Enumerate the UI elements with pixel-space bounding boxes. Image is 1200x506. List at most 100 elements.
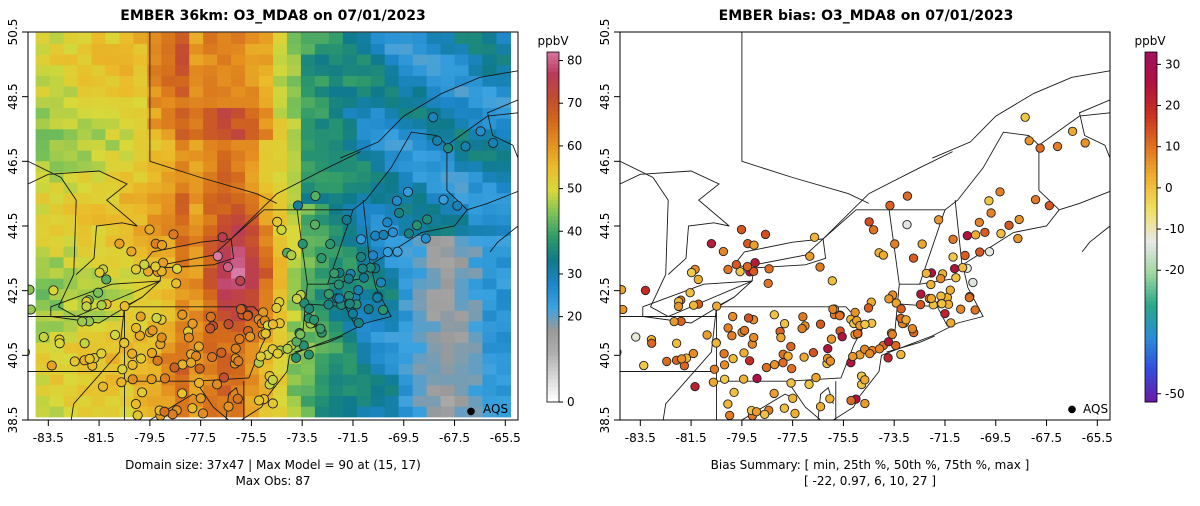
grid-cell — [496, 288, 511, 300]
grid-cell — [398, 235, 414, 247]
colorbar-segment — [1145, 297, 1157, 302]
bias-point — [811, 372, 821, 383]
grid-cell — [161, 363, 176, 375]
grid-cell — [328, 214, 344, 226]
colorbar-segment — [1145, 219, 1157, 224]
grid-cell — [231, 214, 246, 226]
colorbar-segment — [547, 118, 559, 123]
bias-point — [902, 191, 913, 201]
bias-point — [673, 301, 684, 312]
observation-point — [217, 232, 228, 243]
grid-cell — [286, 128, 302, 140]
colorbar-segment — [1145, 133, 1157, 139]
observation-point — [171, 278, 182, 289]
colorbar-segment — [1145, 359, 1157, 364]
grid-cell — [77, 182, 93, 194]
grid-cell — [133, 32, 148, 44]
bias-point — [907, 324, 918, 334]
bias-point — [934, 215, 944, 225]
grid-cell — [77, 406, 93, 418]
bias-point — [685, 288, 695, 298]
grid-cell — [384, 214, 400, 226]
grid-cell — [286, 192, 302, 204]
grid-cell — [342, 246, 358, 258]
grid-cell — [412, 214, 428, 226]
grid-cell — [314, 107, 330, 119]
grid-cell — [161, 32, 176, 44]
bias-point — [749, 332, 759, 343]
grid-cell — [203, 182, 218, 194]
observation-point — [316, 253, 327, 264]
grid-cell — [217, 267, 232, 279]
aqs-legend-label: AQS — [1083, 402, 1108, 416]
grid-cell — [259, 384, 274, 397]
bias-point — [743, 313, 754, 323]
grid-cell — [217, 406, 232, 418]
grid-cell — [454, 224, 470, 236]
grid-cell — [300, 374, 316, 386]
grid-cell — [133, 278, 148, 290]
grid-cell — [454, 118, 470, 130]
grid-cell — [300, 384, 316, 397]
bias-point — [727, 331, 737, 341]
grid-cell — [231, 96, 246, 108]
observation-point — [372, 292, 383, 303]
observation-point — [130, 264, 142, 275]
grid-cell — [384, 43, 400, 55]
aqs-legend-marker: ● — [1068, 404, 1077, 415]
grid-cell — [468, 128, 484, 140]
colorbar-segment — [547, 133, 559, 139]
observation-point — [212, 251, 223, 262]
grid-cell — [259, 118, 274, 130]
observation-point — [205, 311, 216, 322]
grid-cell — [454, 331, 470, 343]
grid-cell — [468, 235, 484, 247]
observation-point — [233, 356, 244, 367]
observation-point — [212, 379, 223, 390]
grid-cell — [49, 118, 65, 130]
grid-cell — [412, 363, 428, 375]
grid-cell — [217, 192, 232, 204]
grid-cell — [35, 150, 51, 162]
grid-cell — [328, 118, 344, 130]
observation-point — [232, 393, 243, 404]
observation-point — [367, 250, 379, 261]
grid-cell — [482, 150, 498, 162]
grid-cell — [245, 128, 260, 140]
bias-point — [639, 360, 649, 371]
grid-cell — [175, 53, 190, 66]
grid-cell — [105, 160, 120, 172]
grid-cell — [468, 278, 484, 290]
grid-cell — [468, 160, 484, 172]
observation-point — [159, 373, 171, 384]
observation-point — [218, 372, 230, 383]
grid-cell — [384, 235, 400, 247]
grid-cell — [217, 224, 232, 236]
grid-cell — [328, 150, 344, 162]
grid-cell — [440, 214, 456, 226]
grid-cell — [133, 267, 148, 279]
colorbar-segment — [547, 114, 559, 119]
x-tick-label: -65.5 — [490, 431, 521, 445]
grid-cell — [147, 64, 162, 76]
grid-cell — [35, 395, 51, 407]
grid-cell — [35, 246, 51, 258]
grid-cell — [440, 352, 456, 365]
grid-cell — [77, 118, 93, 130]
grid-cell — [49, 64, 65, 76]
colorbar-segment — [547, 351, 559, 356]
grid-cell — [454, 342, 470, 354]
grid-cell — [482, 288, 498, 300]
grid-cell — [496, 139, 511, 151]
grid-cell — [63, 171, 79, 183]
grid-cell — [273, 107, 288, 119]
grid-cell — [496, 150, 511, 162]
grid-cell — [426, 85, 442, 98]
observation-point — [303, 349, 314, 360]
grid-cell — [440, 278, 456, 290]
grid-cell — [35, 224, 51, 236]
grid-cell — [119, 352, 134, 365]
grid-cell — [77, 96, 93, 108]
grid-cell — [286, 75, 302, 87]
grid-cell — [440, 128, 456, 140]
